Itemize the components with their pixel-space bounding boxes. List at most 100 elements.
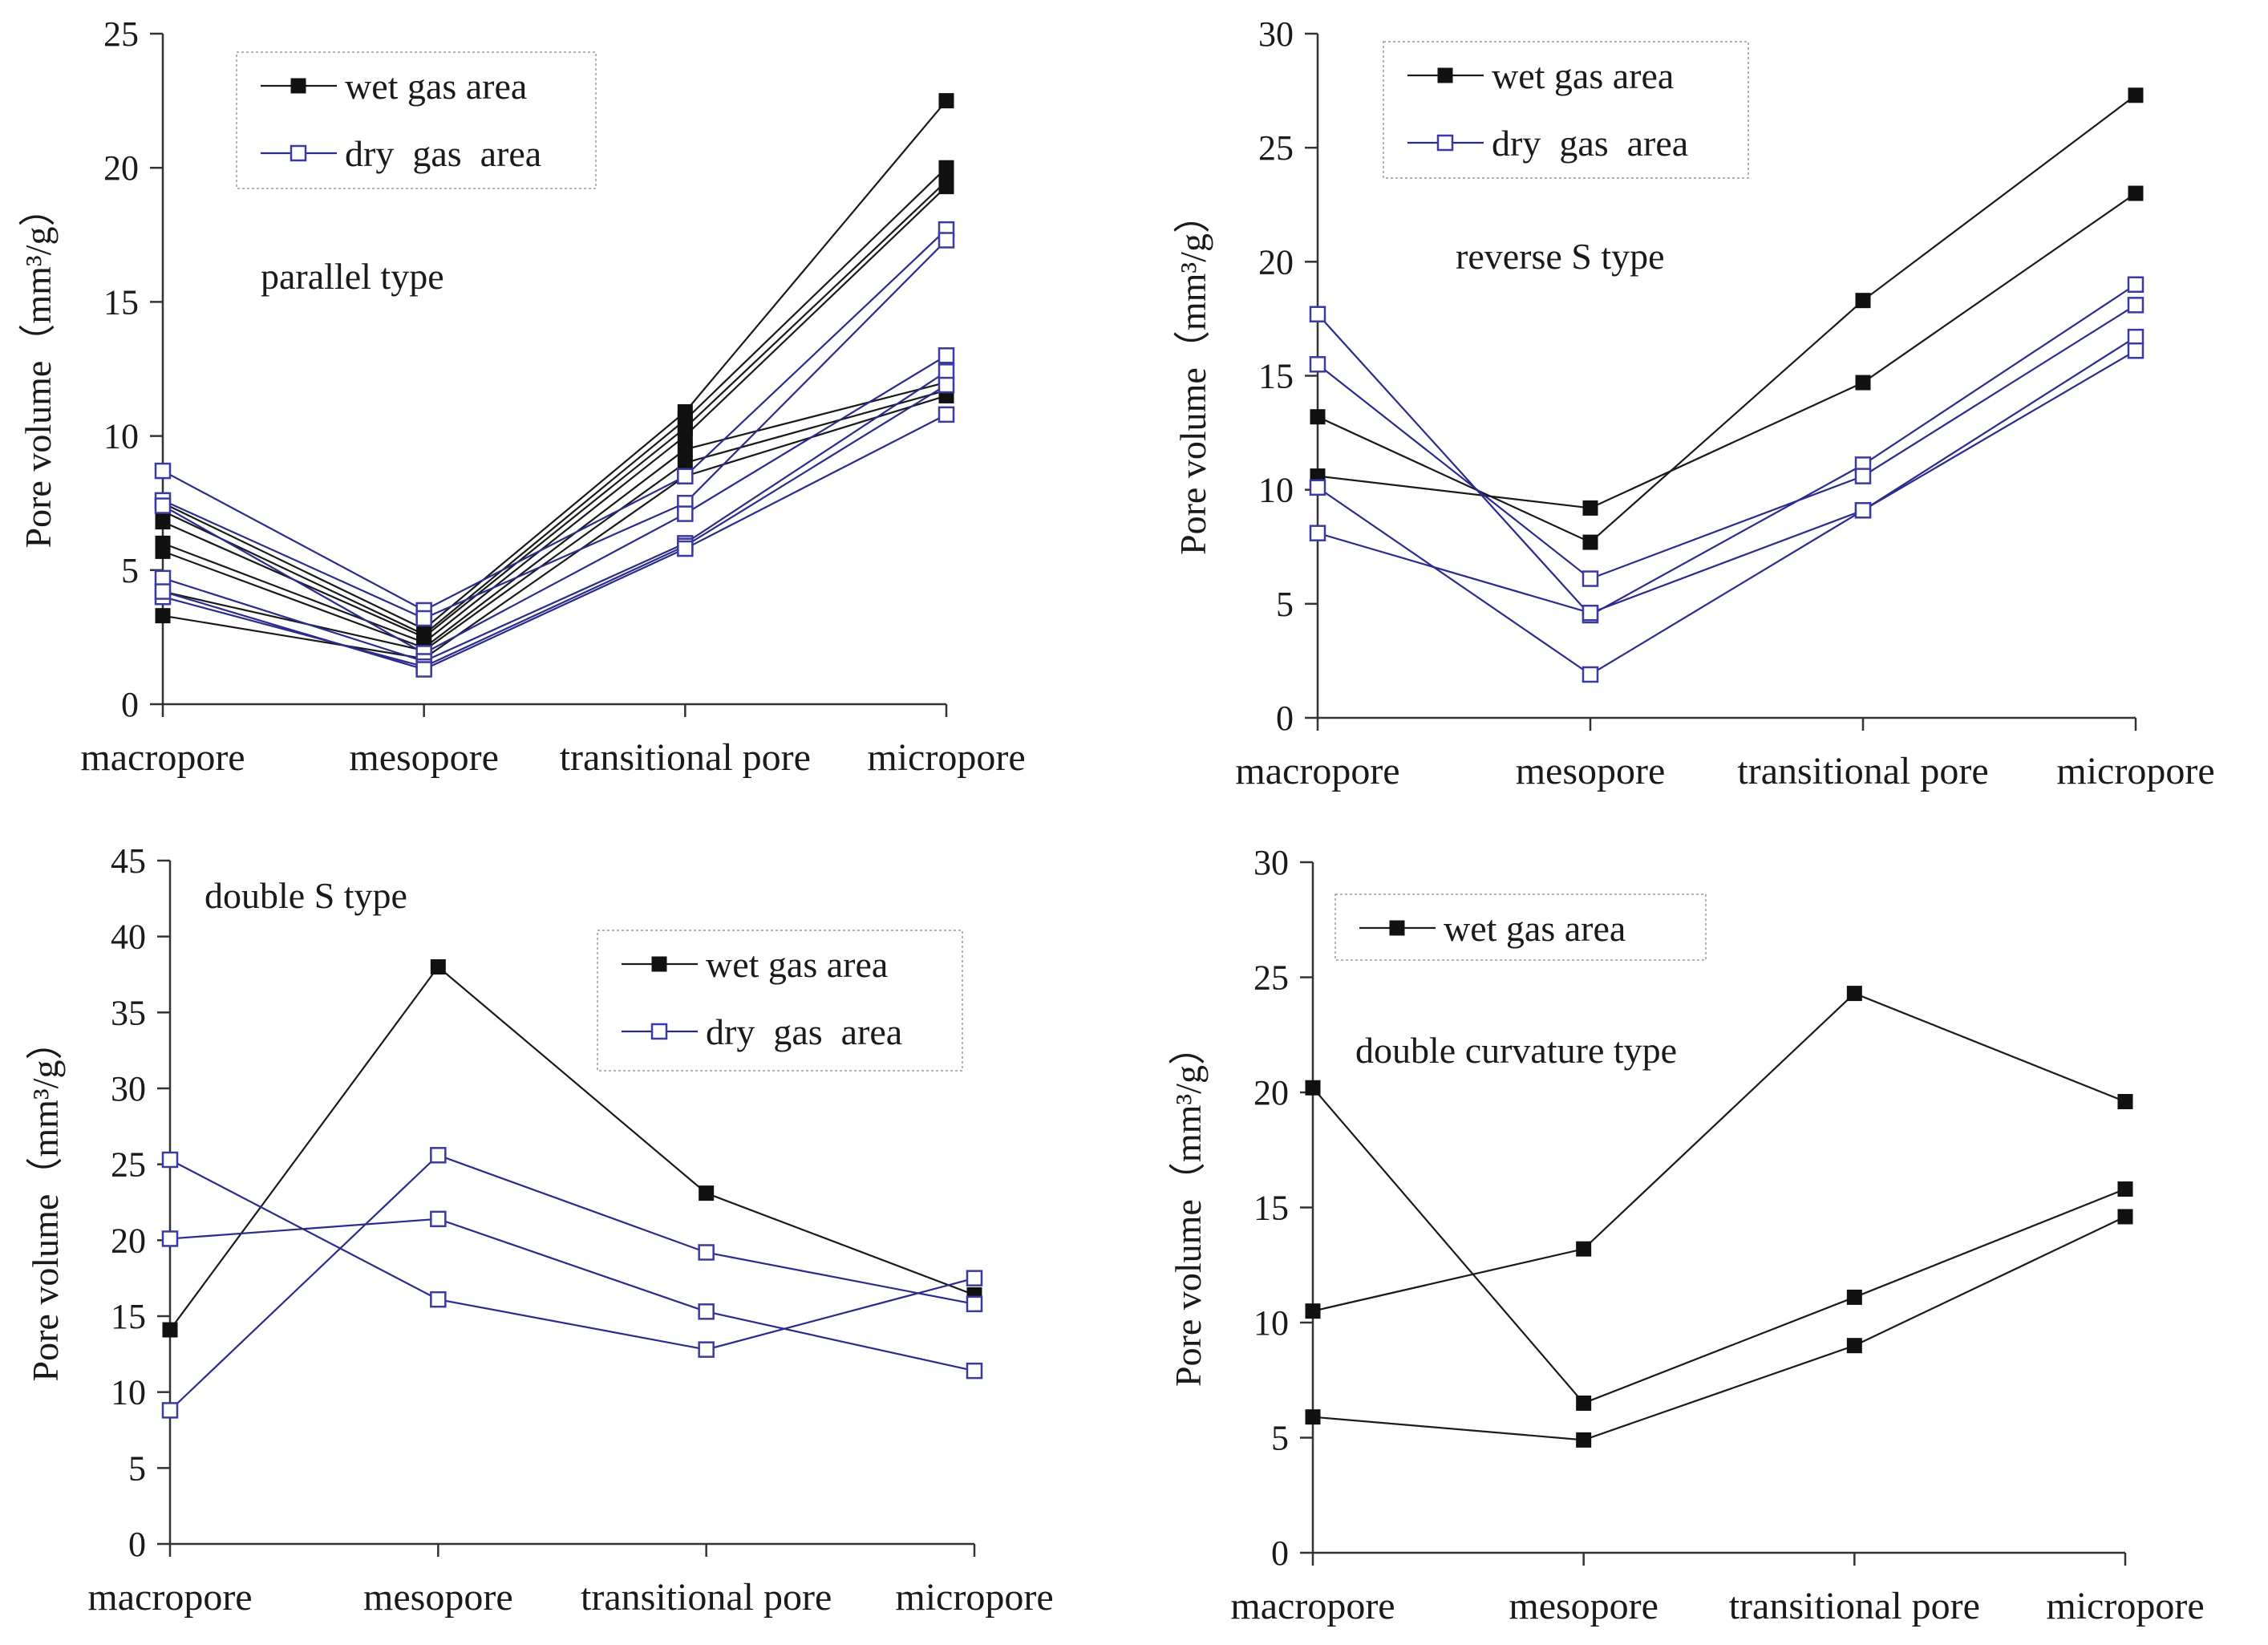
data-point-wet [677,441,693,457]
y-tick-label: 15 [1258,357,1294,396]
y-tick-label: 25 [1258,128,1294,168]
series-line-dry-8 [162,239,947,620]
x-tick-label: macropore [87,1576,252,1619]
y-tick-label: 5 [1276,585,1294,624]
data-point-wet [1305,1303,1321,1319]
x-tick-label: micropore [895,1576,1053,1619]
x-tick-label: micropore [2046,1585,2204,1627]
data-point-dry [938,363,955,380]
data-point-wet [938,93,954,109]
data-point-wet [1576,1432,1592,1448]
legend-marker [290,78,306,94]
series-line-dry-12 [162,413,947,671]
data-point-wet [430,959,446,975]
y-tick-label: 15 [103,282,139,322]
legend-box [236,51,597,189]
data-point-dry [966,1362,983,1380]
data-point-wet [1846,1338,1862,1354]
series-line-dry-2 [1317,283,2136,617]
y-axis-label: Pore volume（mm³/g） [25,1023,66,1382]
data-point-dry [938,406,955,423]
data-point-wet [1582,534,1598,550]
data-point-wet [2117,1209,2133,1225]
series-line-wet-5 [162,389,947,652]
y-tick-label: 0 [128,1525,146,1564]
data-point-dry [938,232,955,249]
data-point-wet [2128,87,2144,103]
data-point-dry [154,569,172,587]
series-line-wet-4 [162,381,947,650]
y-tick-label: 5 [121,551,139,590]
chart-double-curvature-type: 0 5 10 15 20 25 30 macropore mesopore transitiona… [1168,843,2205,1627]
data-point-wet [677,428,693,444]
x-tick-label: mesopore [349,736,499,779]
series-line-dry-2 [169,1218,975,1372]
data-point-dry [1582,604,1599,622]
data-point-wet [1855,293,1871,309]
x-tick-label: mesopore [1516,750,1666,792]
chart-double-s-type: 0 5 10 15 20 25 30 35 40 45 macropore mesopore trans… [25,841,1054,1619]
series-line-wet-1 [162,167,947,636]
legend-marker [290,144,307,162]
data-point-wet [1305,1080,1321,1096]
x-tick-label: macropore [1235,750,1399,792]
y-tick-label: 25 [111,1145,146,1185]
data-point-dry [154,497,172,514]
y-tick-label: 45 [111,841,146,881]
data-point-dry [938,347,955,364]
data-point-wet [155,514,171,530]
y-tick-label: 30 [1253,843,1289,882]
series-line-wet-2 [162,180,947,638]
y-tick-label: 20 [103,148,139,188]
legend-label: dry gas area [345,133,541,174]
x-tick-label: transitional pore [1729,1585,1980,1627]
legend-label: dry gas area [1492,123,1688,164]
data-point-dry [698,1341,715,1358]
x-tick-label: transitional pore [1737,750,1988,792]
data-point-dry [966,1270,983,1286]
series-line-dry-5 [1317,350,2136,614]
y-tick-label: 20 [1253,1073,1289,1112]
y-axis-label: Pore volume（mm³/g） [1168,1028,1209,1387]
data-point-wet [2128,185,2144,201]
data-point-dry [2127,297,2144,314]
series-line-wet-1 [1312,992,2126,1312]
data-point-dry [161,1151,179,1169]
data-point-dry [430,1210,447,1228]
y-tick-label: 30 [111,1069,146,1108]
legend: wet gas area dry gas area [597,930,963,1072]
series-line-dry-4 [1317,336,2136,676]
data-point-wet [155,608,171,624]
series-line-dry-9 [162,355,947,654]
y-tick-label: 15 [111,1297,146,1336]
y-tick-label: 40 [111,918,146,957]
x-tick-label: mesopore [1509,1585,1658,1627]
data-point-wet [2117,1093,2133,1109]
y-axis-label: Pore volume（mm³/g） [1172,197,1213,555]
data-point-dry [1582,666,1599,683]
series-line-dry-3 [169,1154,975,1412]
chart-type-annotation: parallel type [261,256,444,297]
data-point-dry [154,462,172,480]
y-tick-label: 10 [103,417,139,456]
y-axis-label: Pore volume（mm³/g） [18,190,59,549]
data-point-dry [1309,306,1326,322]
x-tick-label: transitional pore [560,736,811,779]
data-point-wet [699,1185,715,1201]
y-tick-label: 5 [1271,1419,1289,1458]
chart-type-annotation: double S type [205,875,407,916]
series-line-wet-0 [1317,94,2136,544]
data-point-dry [1309,356,1326,373]
legend-box [597,930,963,1072]
series-line-wet-3 [162,185,947,644]
data-point-dry [161,1402,179,1419]
data-point-wet [1310,409,1326,425]
data-point-dry [2127,342,2144,359]
series-line-dry-10 [162,371,947,662]
legend-label: wet gas area [706,944,888,985]
y-tick-label: 0 [121,685,139,724]
x-tick-label: micropore [867,736,1025,779]
series-line-dry-3 [1317,304,2136,580]
data-point-wet [1846,1289,1862,1305]
data-point-dry [161,1230,179,1247]
